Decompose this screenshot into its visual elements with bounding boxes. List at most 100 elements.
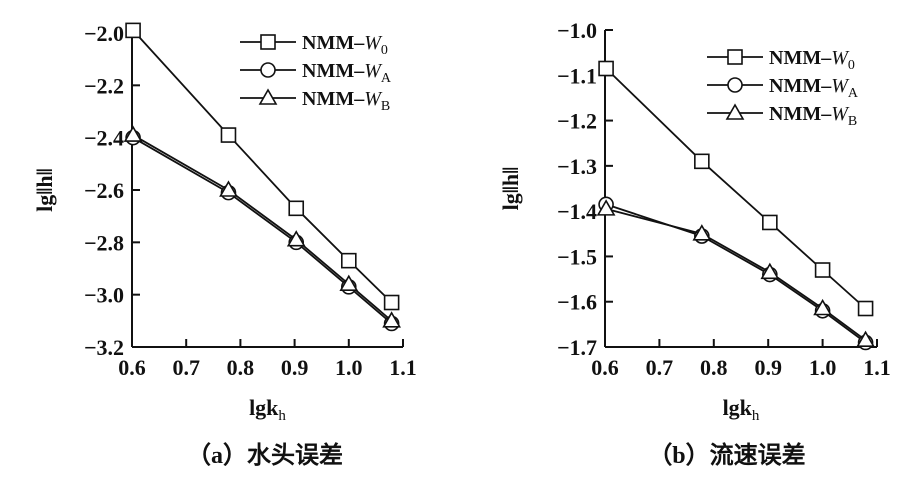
- marker-triangle: [286, 230, 306, 247]
- marker-circle: [260, 62, 276, 78]
- marker-square: [220, 127, 237, 143]
- marker-triangle: [382, 311, 401, 328]
- legend-label-w: W: [364, 88, 383, 110]
- x-tick-label: 1.0: [809, 355, 837, 380]
- x-tick-label: 1.0: [335, 355, 363, 380]
- legend-item: NMM–W0: [240, 32, 388, 58]
- series-circle: [598, 196, 874, 351]
- y-tick-label: −1.2: [557, 109, 597, 134]
- legend-label-sub: 0: [848, 58, 855, 73]
- y-tick-label: −1.1: [557, 63, 597, 88]
- legend-label-text: NMM–: [769, 75, 832, 97]
- x-axis-label: lgkh: [249, 395, 286, 424]
- y-tick-label: −1.5: [557, 244, 597, 269]
- marker-triangle: [760, 262, 780, 280]
- y-tick-label: −1.0: [557, 18, 597, 43]
- marker-triangle: [123, 125, 143, 142]
- legend-label-w: W: [364, 60, 383, 82]
- marker-square: [288, 200, 305, 217]
- legend-item: NMM–WA: [707, 75, 859, 101]
- legend-item: NMM–WB: [707, 103, 857, 129]
- legend-label-w: W: [364, 32, 383, 54]
- x-axis-label-sub: h: [278, 408, 286, 424]
- legend-label-text: NMM–: [302, 60, 365, 82]
- series-square: [125, 22, 400, 311]
- y-tick-label: −1.6: [557, 290, 597, 315]
- marker-square: [727, 49, 743, 65]
- legend-label-sub: 0: [381, 43, 388, 58]
- x-tick-label: 0.9: [281, 355, 309, 380]
- y-tick-label: −2.6: [84, 178, 124, 203]
- chart-caption: （b）流速误差: [648, 441, 805, 469]
- legend-label: NMM–WA: [769, 75, 859, 101]
- series-triangle: [123, 125, 401, 328]
- marker-triangle: [596, 199, 616, 216]
- x-tick-label: 0.6: [591, 355, 619, 380]
- series-square: [598, 60, 874, 317]
- x-tick-label: 0.8: [227, 355, 255, 380]
- marker-triangle: [258, 88, 278, 105]
- marker-square: [694, 153, 710, 170]
- chart-panel-b: 0.6 0.7 0.8 0.9 1.0 1.1 −1.0 −1.1 −1.2 −1.3 −1.4 −1…: [498, 18, 891, 469]
- legend-label: NMM–W0: [769, 47, 855, 73]
- marker-triangle: [856, 330, 875, 348]
- series-line: [132, 136, 393, 325]
- legend-label: NMM–WB: [302, 88, 390, 114]
- legend-label-text: NMM–: [769, 103, 832, 125]
- legend-label-sub: B: [848, 114, 857, 129]
- legend-label-w: W: [831, 103, 850, 125]
- marker-square: [762, 214, 778, 231]
- chart-caption: （a）水头误差: [187, 441, 343, 469]
- marker-square: [814, 262, 831, 278]
- y-tick-label: −2.8: [84, 230, 124, 255]
- marker-square: [125, 22, 141, 39]
- y-tick-label: −1.7: [557, 335, 597, 360]
- legend-item: NMM–W0: [707, 47, 855, 73]
- marker-square: [857, 300, 874, 317]
- marker-triangle: [692, 224, 712, 241]
- legend-item: NMM–WB: [240, 88, 390, 114]
- x-axis-label: lgkh: [723, 395, 760, 424]
- legend-label-text: NMM–: [302, 32, 365, 54]
- marker-square: [598, 60, 614, 77]
- legend-label-sub: B: [381, 99, 390, 114]
- legend-label-text: NMM–: [769, 47, 832, 69]
- y-tick-label: −2.0: [84, 21, 124, 46]
- legend-label-text: NMM–: [302, 88, 365, 110]
- series-triangle: [596, 199, 875, 348]
- y-tick-label: −1.3: [557, 154, 597, 179]
- y-axis-label: lg‖h‖: [498, 167, 523, 211]
- legend-label: NMM–WA: [302, 60, 392, 86]
- x-tick-label: 0.6: [118, 355, 146, 380]
- y-tick-label: −2.2: [84, 73, 124, 98]
- marker-triangle: [813, 298, 832, 316]
- legend-item: NMM–WA: [240, 60, 392, 86]
- marker-triangle: [339, 274, 359, 292]
- y-tick-label: −3.2: [84, 335, 124, 360]
- legend-label-w: W: [831, 47, 850, 69]
- x-tick-label: 0.7: [172, 355, 200, 380]
- marker-triangle: [219, 180, 238, 197]
- marker-square: [383, 294, 400, 311]
- legend-label-sub: A: [381, 71, 392, 86]
- legend-label: NMM–WB: [769, 103, 857, 129]
- marker-triangle: [725, 103, 745, 120]
- x-tick-label: 0.9: [754, 355, 782, 380]
- y-tick-label: −3.0: [84, 283, 124, 308]
- x-tick-label: 0.7: [646, 355, 674, 380]
- y-axis-label: lg‖h‖: [32, 168, 57, 212]
- legend-label: NMM–W0: [302, 32, 388, 58]
- marker-square: [340, 252, 357, 269]
- marker-circle: [727, 77, 743, 93]
- x-tick-label: 0.8: [700, 355, 728, 380]
- chart-panel-a: 0.6 0.7 0.8 0.9 1.0 1.1 −2.0 −2.2 −2.4 −2.6 −2.8 −3…: [32, 21, 417, 469]
- x-tick-label: 1.1: [389, 355, 417, 380]
- y-tick-label: −2.4: [84, 126, 124, 151]
- legend-label-sub: A: [848, 86, 859, 101]
- series-circle: [125, 129, 400, 332]
- legend-label-w: W: [831, 75, 850, 97]
- x-tick-label: 1.1: [863, 355, 891, 380]
- y-tick-label: −1.4: [557, 199, 597, 224]
- x-axis-label-sub: h: [752, 408, 760, 424]
